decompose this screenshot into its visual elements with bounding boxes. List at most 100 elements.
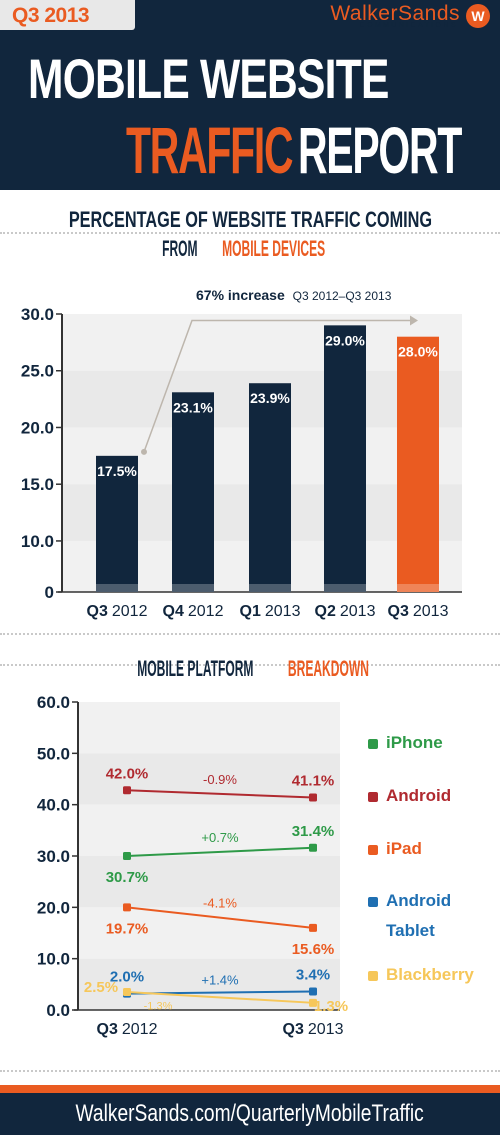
change-label: +0.7% bbox=[201, 830, 239, 845]
data-label: 19.7% bbox=[106, 920, 149, 937]
data-label: 2.0% bbox=[110, 969, 144, 986]
y-tick-label: 40.0 bbox=[37, 796, 70, 815]
arrow-start-dot bbox=[141, 448, 147, 455]
data-point bbox=[123, 903, 131, 912]
footer-bar: WalkerSands.com/QuarterlyMobileTraffic bbox=[0, 1093, 500, 1135]
legend-swatch bbox=[368, 739, 378, 749]
data-point bbox=[309, 987, 317, 996]
series-android: 42.0% 41.1% -0.9% bbox=[106, 765, 335, 802]
series-iphone: 30.7% 31.4% +0.7% bbox=[106, 823, 335, 886]
x-tick-label: Q1 2013 bbox=[240, 603, 301, 620]
bar-base-shade bbox=[397, 584, 439, 592]
brand-logo-icon: W bbox=[466, 4, 490, 28]
data-point bbox=[309, 793, 317, 802]
bar-value-label: 29.0% bbox=[325, 332, 365, 348]
y-tick-label: 15.0 bbox=[21, 475, 54, 494]
legend-swatch bbox=[368, 845, 378, 855]
y-tick-label: 10.0 bbox=[21, 532, 54, 551]
arrow-head bbox=[410, 315, 418, 326]
y-tick-label: 0 bbox=[45, 583, 54, 602]
bar-base-shade bbox=[249, 584, 291, 592]
y-tick-label: 50.0 bbox=[37, 744, 70, 763]
legend-swatch bbox=[368, 792, 378, 802]
x-tick-label: Q2 2013 bbox=[315, 603, 376, 620]
bar-base-shade bbox=[324, 584, 366, 592]
x-tick-label: Q3 2012 bbox=[97, 1021, 158, 1038]
brand-subtitle: COMMUNICATIONS bbox=[359, 22, 458, 29]
legend-item: Android bbox=[368, 786, 451, 805]
legend-label: iPhone bbox=[386, 733, 443, 752]
legend-item: Android Tablet bbox=[368, 891, 451, 940]
legend-label: Android bbox=[386, 786, 451, 805]
platform-section-frame bbox=[0, 664, 500, 1072]
y-tick-label: 25.0 bbox=[21, 362, 54, 381]
bar-base-shade bbox=[172, 584, 214, 592]
platform-breakdown-line-chart: 60.0 50.0 40.0 30.0 20.0 10.0 0.0 30.7% 31.4% +0… bbox=[37, 693, 475, 1038]
series-line bbox=[126, 906, 314, 929]
increase-annotation: 67% increase Q3 2012–Q3 2013 bbox=[196, 287, 392, 303]
data-point bbox=[309, 998, 317, 1007]
bar-value-label: 28.0% bbox=[398, 344, 438, 360]
grid-band bbox=[62, 314, 462, 371]
bar-base-shade bbox=[96, 584, 138, 592]
y-tick-label: 30.0 bbox=[37, 847, 70, 866]
bar bbox=[172, 392, 214, 592]
data-label: 15.6% bbox=[292, 941, 335, 958]
bar bbox=[249, 383, 291, 592]
y-tick-label: 20.0 bbox=[21, 418, 54, 437]
legend-label: Blackberry bbox=[386, 965, 474, 984]
bar-value-label: 17.5% bbox=[97, 463, 137, 479]
footer-accent-bar bbox=[0, 1085, 500, 1093]
y-tick-label: 30.0 bbox=[21, 305, 54, 324]
legend-swatch bbox=[368, 971, 378, 981]
data-label: 41.1% bbox=[292, 772, 335, 789]
platform-chart-title: MOBILE PLATFORM BREAKDOWN bbox=[137, 656, 370, 681]
y-tick-label: 60.0 bbox=[37, 693, 70, 712]
change-label: -0.9% bbox=[203, 772, 237, 787]
series-blackberry: 2.5% 1.3% -1.3% bbox=[84, 979, 348, 1015]
legend-item: iPhone bbox=[368, 733, 443, 752]
data-point bbox=[123, 852, 131, 860]
traffic-chart-title-line2: FROM MOBILE DEVICES bbox=[162, 236, 326, 261]
data-label: 42.0% bbox=[106, 765, 149, 782]
grid-band bbox=[78, 804, 340, 856]
footer-url[interactable]: WalkerSands.com/QuarterlyMobileTraffic bbox=[75, 1100, 425, 1127]
series-line bbox=[126, 789, 314, 799]
report-title-line1: MOBILE WEBSITE bbox=[28, 47, 389, 110]
data-point bbox=[123, 988, 131, 997]
brand-name: WalkerSands bbox=[330, 2, 460, 25]
change-label: -4.1% bbox=[203, 896, 237, 911]
traffic-section-frame bbox=[0, 232, 500, 635]
data-point bbox=[309, 923, 317, 932]
series-line bbox=[126, 991, 314, 1004]
y-tick-label: 0.0 bbox=[46, 1001, 70, 1020]
y-tick-label: 10.0 bbox=[37, 950, 70, 969]
mobile-traffic-bar-chart: 30.0 25.0 20.0 15.0 10.0 0 17.5% 23.1% 23.9% 29.… bbox=[21, 287, 462, 620]
bar bbox=[96, 455, 138, 592]
legend-label: Android bbox=[386, 891, 451, 910]
legend-item: iPad bbox=[368, 839, 422, 858]
legend-label: iPad bbox=[386, 839, 422, 858]
data-point bbox=[123, 786, 131, 795]
brand-logo-block: WalkerSands COMMUNICATIONS W bbox=[290, 2, 490, 32]
series-line bbox=[126, 846, 314, 857]
bar-value-label: 23.9% bbox=[250, 390, 290, 406]
x-tick-label: Q3 2013 bbox=[388, 603, 449, 620]
data-label: 2.5% bbox=[84, 979, 118, 996]
change-label: +1.4% bbox=[201, 973, 239, 988]
x-tick-label: Q4 2012 bbox=[163, 603, 224, 620]
data-label: 3.4% bbox=[296, 967, 330, 984]
data-point bbox=[309, 843, 317, 852]
change-label: -1.3% bbox=[144, 1000, 173, 1012]
bar bbox=[397, 336, 439, 592]
quarter-tab: Q3 2013 bbox=[0, 0, 135, 30]
grid-band bbox=[78, 702, 340, 754]
increase-arrow bbox=[143, 319, 410, 453]
bar bbox=[324, 325, 366, 592]
legend-swatch bbox=[368, 897, 378, 907]
data-label: 30.7% bbox=[106, 869, 149, 886]
legend-item: Blackberry bbox=[368, 965, 474, 984]
data-label: 1.3% bbox=[314, 998, 348, 1015]
quarter-label: Q3 2013 bbox=[12, 4, 90, 27]
data-label: 31.4% bbox=[292, 823, 335, 840]
